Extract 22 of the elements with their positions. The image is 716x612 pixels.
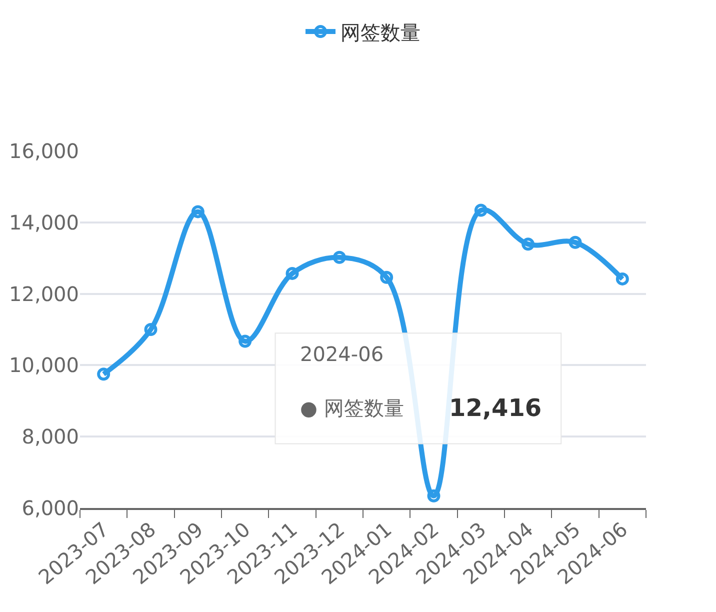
y-tick-label: 8,000: [22, 424, 79, 449]
point: [191, 205, 204, 218]
point: [568, 236, 582, 249]
point: [144, 323, 158, 336]
annotation: 12,416: [449, 394, 542, 422]
y-tick-label: 16,000: [9, 139, 79, 163]
y-tick-label: 14,000: [9, 210, 79, 234]
point: [522, 238, 535, 251]
point: [427, 489, 440, 502]
legend-label: 网签数量: [340, 20, 420, 44]
point: [238, 334, 252, 348]
y-tick-label: 12,000: [9, 282, 79, 306]
point: [474, 204, 488, 217]
y-tick-label: 6,000: [22, 496, 79, 520]
point: [97, 368, 110, 381]
point: [332, 250, 346, 264]
point: [286, 266, 299, 280]
annotation: ● 网签数量: [300, 396, 404, 420]
point: [616, 272, 629, 286]
annotation: 2024-06: [300, 342, 384, 366]
point: [380, 270, 394, 284]
y-tick-label: 10,000: [9, 353, 79, 378]
